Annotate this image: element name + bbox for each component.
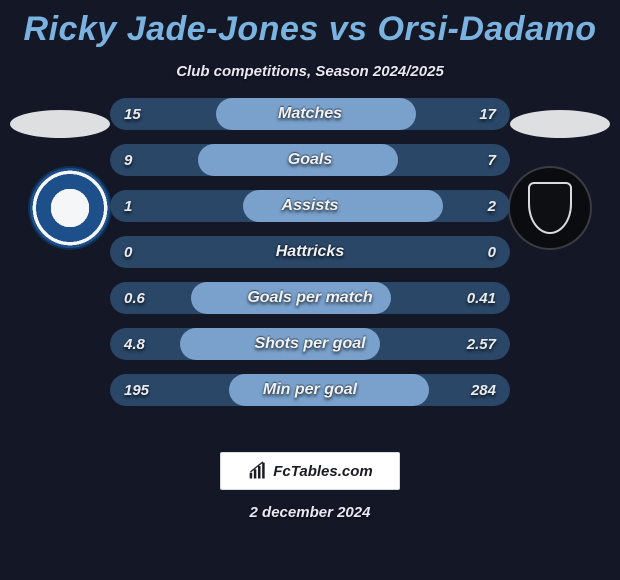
stat-fill-right <box>310 144 398 176</box>
stat-fill-right <box>310 98 416 130</box>
stat-fill-left <box>191 282 310 314</box>
stat-base-right <box>310 236 510 268</box>
stat-row: 195284Min per goal <box>110 374 510 406</box>
stat-fill-right <box>310 328 380 360</box>
stat-fill-left <box>216 98 310 130</box>
stat-row: 1517Matches <box>110 98 510 130</box>
player-right-platform <box>510 110 610 138</box>
player-left-platform <box>10 110 110 138</box>
stat-fill-left <box>198 144 311 176</box>
comparison-stage: 1517Matches 97Goals 12Assists 00Hattricks 0.… <box>0 98 620 438</box>
stat-fill-left <box>180 328 310 360</box>
stat-fill-left <box>243 190 310 222</box>
stat-bars: 1517Matches 97Goals 12Assists 00Hattricks 0.… <box>110 98 510 420</box>
stat-row: 00Hattricks <box>110 236 510 268</box>
brand-text: FcTables.com <box>273 463 372 480</box>
subtitle: Club competitions, Season 2024/2025 <box>0 63 620 80</box>
stat-row: 0.60.41Goals per match <box>110 282 510 314</box>
club-shield-right <box>528 182 572 234</box>
stat-fill-right <box>310 374 429 406</box>
stat-base-left <box>110 236 310 268</box>
stat-fill-right <box>310 190 443 222</box>
club-badge-left <box>28 166 112 250</box>
date-text: 2 december 2024 <box>0 504 620 521</box>
club-badge-right <box>508 166 592 250</box>
stat-fill-left <box>229 374 310 406</box>
chart-icon <box>247 461 269 481</box>
stat-row: 4.82.57Shots per goal <box>110 328 510 360</box>
stat-row: 12Assists <box>110 190 510 222</box>
page-title: Ricky Jade-Jones vs Orsi-Dadamo <box>0 0 620 49</box>
stat-fill-right <box>310 282 391 314</box>
brand-box: FcTables.com <box>220 452 400 490</box>
stat-row: 97Goals <box>110 144 510 176</box>
